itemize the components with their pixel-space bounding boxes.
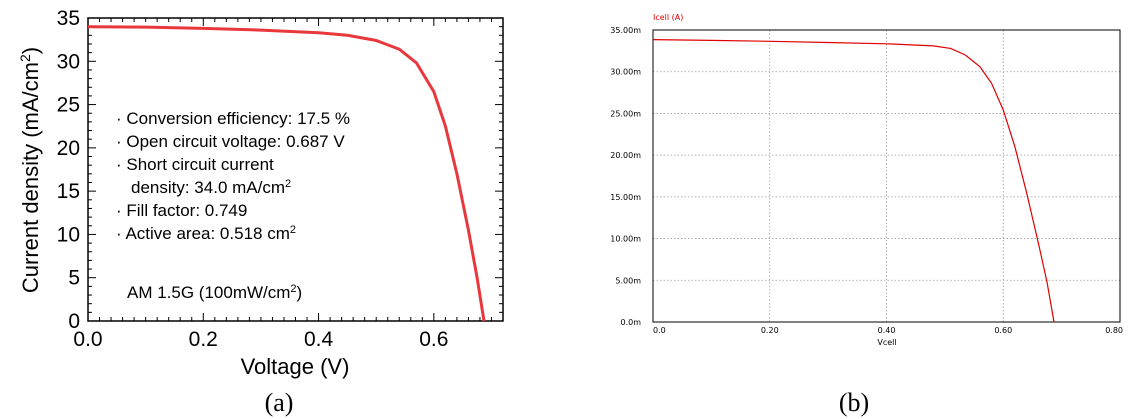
panel-b-y-tick-label: 35.00m xyxy=(610,26,641,35)
panel-b-x-axis-label: Vcell xyxy=(877,338,896,347)
panel-a-y-tick-label: 5 xyxy=(68,267,80,290)
panel-b-title: Icell (A) xyxy=(653,13,683,22)
panel-b-x-tick-label: 0.60 xyxy=(994,326,1012,335)
panel-b-caption: (b) xyxy=(839,388,869,417)
panel-b-y-tick-label: 10.00m xyxy=(610,235,641,244)
panel-b-x-tick-label: 0.0 xyxy=(653,326,666,335)
annotation-open-circuit-voltage: · Open circuit voltage: 0.687 V xyxy=(116,132,345,151)
panel-a-y-tick-label: 20 xyxy=(57,137,80,160)
panel-a-y-axis-label: Current density (mA/cm2) xyxy=(17,47,43,293)
panel-b-grid xyxy=(652,29,1121,323)
annotation-short-circuit-current: · Short circuit current xyxy=(116,155,274,174)
panel-b-y-tick-label: 5.00m xyxy=(615,276,641,285)
panel-a-x-tick-label: 0.6 xyxy=(419,328,448,351)
panel-a-x-tick-label: 0.0 xyxy=(73,328,102,351)
annotation-illumination-condition: AM 1.5G (100mW/cm2) xyxy=(127,283,302,302)
panel-b-chart: 0.0m 5.00m 10.00m 15.00m 20.00m 25.00m 30.00m 3… xyxy=(610,13,1123,417)
panel-a-y-tick-label: 25 xyxy=(57,94,80,117)
panel-b-plot-frame xyxy=(652,29,1121,323)
panel-a-y-tick-labels: 0 5 10 15 20 25 30 35 xyxy=(57,7,80,333)
panel-b-y-tick-label: 15.00m xyxy=(610,193,641,202)
panel-b-x-tick-labels: 0.0 0.20 0.40 0.60 0.80 xyxy=(653,326,1123,335)
panel-a-y-tick-label: 15 xyxy=(57,180,80,203)
panel-a-caption: (a) xyxy=(265,388,294,417)
panel-a-x-tick-labels: 0.0 0.2 0.4 0.6 xyxy=(73,328,448,351)
panel-a-y-tick-label: 0 xyxy=(68,310,80,333)
panel-a-x-tick-label: 0.4 xyxy=(304,328,334,351)
panel-b-y-tick-label: 30.00m xyxy=(610,68,641,77)
panel-b-y-tick-label: 25.00m xyxy=(610,109,641,118)
panel-a-y-tick-label: 10 xyxy=(57,223,80,246)
annotation-fill-factor: · Fill factor: 0.749 xyxy=(116,201,247,220)
panel-b-y-tick-label: 20.00m xyxy=(610,151,641,160)
panel-b-x-tick-label: 0.20 xyxy=(761,326,779,335)
annotation-current-density: density: 34.0 mA/cm2 xyxy=(131,178,291,197)
panel-b-x-tick-label: 0.80 xyxy=(1105,326,1123,335)
panel-a-y-tick-label: 30 xyxy=(57,50,80,73)
panel-a-series-line xyxy=(87,25,486,322)
annotation-conversion-efficiency: · Conversion efficiency: 17.5 % xyxy=(116,109,350,128)
panel-b-y-tick-label: 0.0m xyxy=(620,318,641,327)
panel-a-annotations: · Conversion efficiency: 17.5 % · Open c… xyxy=(116,109,350,302)
panel-a-y-tick-label: 35 xyxy=(57,7,80,30)
panel-b-y-tick-labels: 0.0m 5.00m 10.00m 15.00m 20.00m 25.00m 30.00m 3… xyxy=(610,26,641,327)
annotation-active-area: · Active area: 0.518 cm2 xyxy=(116,224,296,243)
panel-a-x-axis-label: Voltage (V) xyxy=(241,354,350,379)
panel-a-ticks xyxy=(87,17,504,322)
panel-b-series-line xyxy=(652,39,1055,323)
panel-a-x-tick-label: 0.2 xyxy=(189,328,218,351)
panel-b-x-tick-label: 0.40 xyxy=(878,326,896,335)
